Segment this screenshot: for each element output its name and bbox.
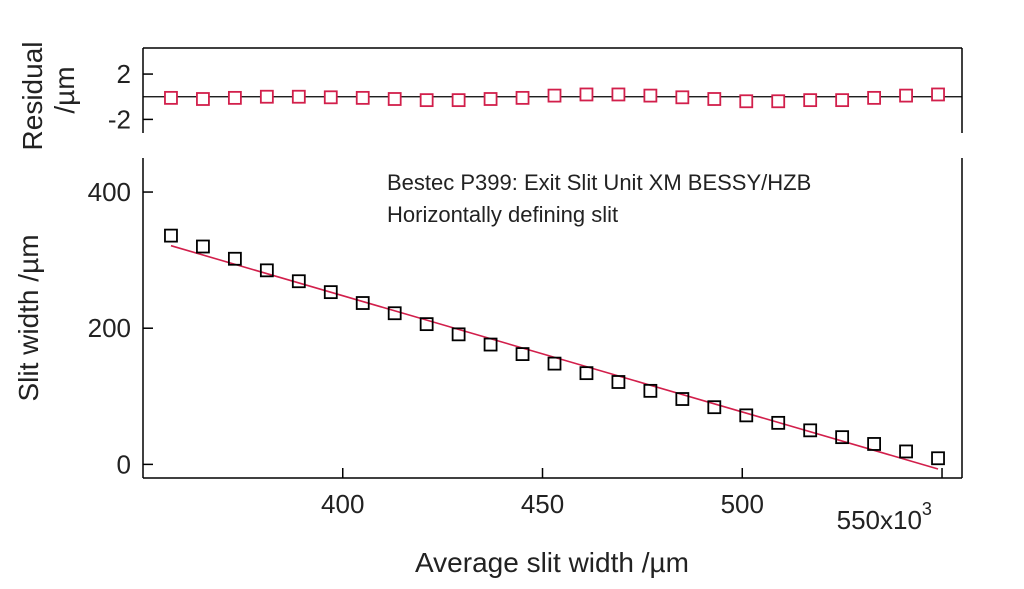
residual-point — [323, 90, 338, 105]
residual-point — [387, 92, 402, 106]
residual-point — [419, 93, 434, 108]
main-x-tick-label: 550 — [837, 505, 880, 535]
x-multiplier: x103 — [880, 499, 932, 535]
slit-width-point — [483, 337, 498, 352]
slit-width-point — [579, 366, 594, 381]
residual-point — [355, 90, 370, 105]
slit-width-point — [419, 317, 434, 332]
main-panel: 0 200 400 400 450 500 550 x103 Bestec P399: E… — [13, 158, 963, 578]
residual-point — [451, 93, 466, 108]
residual-ylabel-line1: Residual — [17, 42, 48, 151]
slit-width-point — [515, 347, 530, 361]
slit-width-point — [643, 383, 658, 398]
residual-y-tick-label: -2 — [108, 104, 131, 134]
annotation-line1: Bestec P399: Exit Slit Unit XM BESSY/HZB — [387, 170, 811, 195]
x-multiplier-base: x10 — [880, 505, 922, 535]
residual-point — [835, 93, 850, 108]
residual-markers — [164, 87, 945, 109]
slit-width-point — [547, 356, 562, 371]
residual-y-tick-label: 2 — [117, 59, 131, 89]
slit-width-point — [771, 415, 786, 430]
slit-width-point — [675, 392, 690, 406]
residual-point — [707, 92, 722, 106]
residual-point — [803, 93, 818, 108]
slit-width-point — [291, 274, 306, 289]
residual-point — [259, 89, 274, 104]
slit-width-point — [227, 251, 242, 266]
residual-point — [611, 87, 626, 102]
residual-point — [771, 94, 786, 109]
slit-width-point — [323, 285, 338, 300]
slit-width-point — [835, 430, 850, 445]
slit-width-point — [803, 423, 818, 438]
slit-width-point — [355, 296, 370, 310]
main-y-tick-label: 400 — [88, 177, 131, 207]
main-y-tick-label: 200 — [88, 313, 131, 343]
residual-point — [291, 89, 306, 104]
residual-panel: 2 -2 Residual /µm — [17, 42, 963, 151]
main-x-tick-label: 400 — [321, 489, 364, 519]
residual-point — [579, 87, 594, 102]
x-axis-label: Average slit width /µm — [415, 547, 689, 578]
residual-point — [931, 87, 945, 102]
x-multiplier-exponent: 3 — [922, 499, 932, 519]
residual-point — [643, 88, 658, 103]
y-axis-label: Slit width /µm — [13, 234, 44, 401]
residual-point — [196, 92, 210, 106]
residual-point — [675, 90, 690, 105]
residual-point — [899, 88, 913, 103]
slit-width-point — [899, 444, 913, 459]
main-x-tick-label: 500 — [721, 489, 764, 519]
slit-width-point — [867, 437, 882, 451]
slit-width-point — [259, 263, 274, 278]
slit-width-point — [164, 228, 178, 243]
residual-ylabel-line2: /µm — [49, 66, 80, 113]
annotation-line2: Horizontally defining slit — [387, 202, 618, 227]
residual-point — [739, 94, 754, 109]
slit-width-point — [707, 400, 722, 415]
main-markers — [164, 228, 945, 466]
slit-width-point — [387, 306, 402, 321]
main-y-ticks: 0 200 400 — [88, 177, 153, 479]
residual-point — [515, 90, 530, 105]
residual-point — [867, 90, 882, 105]
main-y-tick-label: 0 — [117, 449, 131, 479]
slit-width-point — [931, 451, 945, 466]
slit-width-point — [739, 408, 754, 423]
residual-y-ticks: 2 -2 — [108, 59, 153, 134]
residual-point — [483, 92, 498, 106]
residual-point — [164, 90, 178, 105]
residual-point — [227, 90, 242, 105]
slit-width-point — [196, 239, 210, 254]
main-x-ticks: 400 450 500 550 — [321, 468, 943, 535]
main-x-tick-label: 450 — [521, 489, 564, 519]
slit-width-point — [611, 375, 626, 389]
slit-width-point — [451, 327, 466, 342]
residual-point — [547, 88, 562, 103]
